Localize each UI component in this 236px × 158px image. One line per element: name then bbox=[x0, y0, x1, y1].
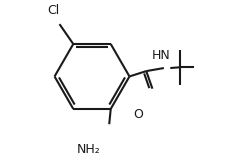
Text: Cl: Cl bbox=[48, 4, 60, 17]
Text: NH₂: NH₂ bbox=[76, 143, 100, 156]
Text: HN: HN bbox=[152, 49, 170, 62]
Text: O: O bbox=[134, 108, 143, 121]
